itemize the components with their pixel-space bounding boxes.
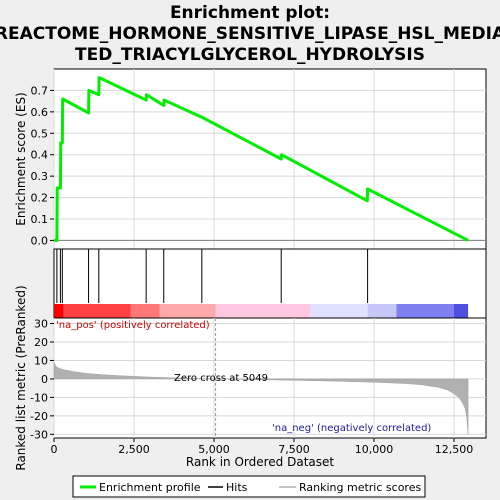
color-bar-segment [215, 304, 310, 318]
es-plot-area [53, 68, 487, 250]
metric-y-tick-label: 10 [34, 354, 48, 367]
chart-title-line-3: TED_TRIACYLGLYCEROL_HYDROLYSIS [75, 45, 425, 65]
color-bar-segment [396, 304, 454, 318]
color-bar-segment [454, 304, 469, 318]
color-bar-segment [63, 304, 131, 318]
color-bar-segment [367, 304, 397, 318]
neg-correlation-label: 'na_neg' (negatively correlated) [272, 423, 431, 434]
rank-color-bar [54, 304, 469, 318]
metric-x-tick-label: 0 [51, 443, 58, 456]
metric-y-tick-label: 30 [34, 318, 48, 331]
chart-title-line-2: REACTOME_HORMONE_SENSITIVE_LIPASE_HSL_ME… [0, 24, 500, 44]
es-y-axis-ticks: 0.0 0.1 0.2 0.3 0.4 0.5 0.6 0.7 [31, 84, 54, 247]
color-bar-segment [130, 304, 160, 318]
es-y-tick-label: 0.0 [31, 234, 49, 247]
chart-title-line-1: Enrichment plot: [170, 3, 330, 23]
metric-x-tick-label: 7,500 [278, 443, 310, 456]
es-y-tick-label: 0.6 [31, 106, 49, 119]
es-y-axis-label: Enrichment score (ES) [14, 92, 28, 225]
metric-y-tick-label: -10 [30, 391, 48, 404]
metric-x-tick-label: 10,000 [355, 443, 394, 456]
es-y-tick-label: 0.3 [31, 170, 49, 183]
ranking-metric-area [53, 362, 469, 435]
color-bar-segment [159, 304, 216, 318]
metric-x-tick-label: 5,000 [198, 443, 230, 456]
zero-cross-label: Zero cross at 5049 [174, 373, 268, 384]
es-y-tick-label: 0.2 [31, 192, 49, 205]
es-y-tick-label: 0.5 [31, 127, 49, 140]
metric-x-axis-label: Rank in Ordered Dataset [186, 455, 334, 469]
legend-box [72, 475, 426, 498]
legend-hits-label: Hits [226, 481, 248, 494]
es-y-tick-label: 0.7 [31, 84, 49, 97]
metric-x-tick-label: 12,500 [435, 443, 474, 456]
es-y-tick-label: 0.4 [31, 149, 49, 162]
metric-x-axis-ticks: 0 2,500 5,000 7,500 10,000 12,500 [51, 438, 474, 456]
hit-markers [56, 249, 369, 303]
metric-y-tick-label: 0 [41, 373, 48, 386]
legend-metric-label: Ranking metric scores [299, 481, 421, 494]
color-bar-segment [54, 304, 64, 318]
color-bar-segment [310, 304, 368, 318]
metric-y-tick-label: -20 [30, 410, 48, 423]
metric-y-tick-label: -30 [30, 428, 48, 441]
metric-y-axis-label: Ranked list metric (PreRanked) [14, 285, 28, 470]
metric-y-axis-ticks: -30 -20 -10 0 10 20 30 [30, 318, 54, 441]
enrichment-profile-line [54, 76, 469, 242]
es-y-tick-label: 0.1 [31, 213, 49, 226]
pos-correlation-label: 'na_pos' (positively correlated) [56, 320, 210, 331]
legend-enrichment-label: Enrichment profile [99, 481, 201, 494]
metric-x-tick-label: 2,500 [118, 443, 150, 456]
metric-y-tick-label: 20 [34, 336, 48, 349]
